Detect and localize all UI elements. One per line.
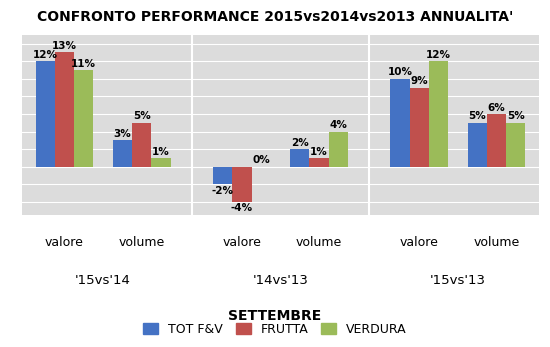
Text: 4%: 4% <box>329 120 347 130</box>
Text: 11%: 11% <box>72 59 96 69</box>
Text: 12%: 12% <box>426 50 451 60</box>
Bar <box>310 158 329 167</box>
Bar <box>429 61 448 167</box>
Text: 10%: 10% <box>388 67 412 77</box>
Text: -4%: -4% <box>231 203 253 213</box>
Text: volume: volume <box>118 236 165 249</box>
Bar <box>290 149 310 167</box>
Text: 5%: 5% <box>469 111 486 121</box>
Bar <box>506 123 525 167</box>
Bar <box>213 167 232 184</box>
Text: 6%: 6% <box>488 103 505 112</box>
Text: 5%: 5% <box>507 111 525 121</box>
Bar <box>410 87 429 167</box>
Bar <box>151 158 170 167</box>
Text: 1%: 1% <box>310 146 328 156</box>
Text: CONFRONTO PERFORMANCE 2015vs2014vs2013 ANNUALITA': CONFRONTO PERFORMANCE 2015vs2014vs2013 A… <box>37 10 513 24</box>
Text: 0%: 0% <box>252 155 270 166</box>
Text: 9%: 9% <box>411 76 428 86</box>
Text: volume: volume <box>296 236 342 249</box>
Text: -2%: -2% <box>212 186 234 196</box>
Text: 3%: 3% <box>113 129 131 139</box>
Text: valore: valore <box>400 236 439 249</box>
Bar <box>36 61 55 167</box>
Text: valore: valore <box>223 236 261 249</box>
Bar <box>55 52 74 167</box>
Bar <box>487 114 506 167</box>
Legend: TOT F&V, FRUTTA, VERDURA: TOT F&V, FRUTTA, VERDURA <box>139 318 411 341</box>
Text: 2%: 2% <box>291 138 309 148</box>
Text: valore: valore <box>45 236 84 249</box>
Bar <box>74 70 94 167</box>
Bar <box>468 123 487 167</box>
Bar <box>390 79 410 167</box>
Text: volume: volume <box>474 236 520 249</box>
Bar <box>113 140 132 167</box>
Text: '14vs'13: '14vs'13 <box>252 274 309 287</box>
Text: SETTEMBRE: SETTEMBRE <box>228 309 322 323</box>
Text: 12%: 12% <box>32 50 58 60</box>
Text: 5%: 5% <box>133 111 151 121</box>
Text: 1%: 1% <box>152 146 170 156</box>
Bar <box>232 167 251 202</box>
Bar <box>329 132 348 167</box>
Text: '15vs'14: '15vs'14 <box>75 274 131 287</box>
Bar <box>132 123 151 167</box>
Text: '15vs'13: '15vs'13 <box>430 274 486 287</box>
Text: 13%: 13% <box>52 41 77 51</box>
